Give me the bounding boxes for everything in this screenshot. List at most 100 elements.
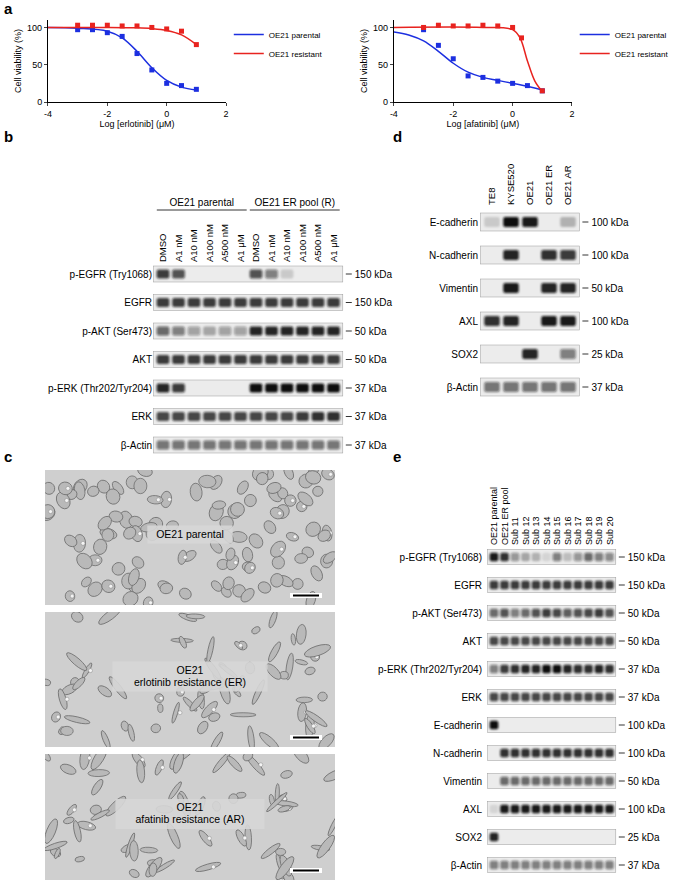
svg-text:A100 nM: A100 nM — [297, 224, 308, 262]
svg-text:EGFR: EGFR — [454, 580, 482, 591]
svg-text:OE21 resistant: OE21 resistant — [269, 50, 323, 59]
svg-text:150 kDa: 150 kDa — [355, 297, 393, 308]
svg-text:100 kDa: 100 kDa — [591, 250, 629, 261]
svg-text:-4: -4 — [390, 109, 398, 119]
svg-text:37 kDa: 37 kDa — [628, 692, 660, 703]
svg-text:A100 nM: A100 nM — [204, 224, 215, 262]
svg-text:β-Actin: β-Actin — [451, 860, 482, 871]
svg-text:Cell viability (%): Cell viability (%) — [359, 29, 369, 93]
svg-text:p-AKT (Ser473): p-AKT (Ser473) — [412, 608, 482, 619]
svg-text:E-cadherin: E-cadherin — [430, 217, 478, 228]
svg-text:OE21: OE21 — [177, 801, 204, 813]
svg-text:37 kDa: 37 kDa — [628, 664, 660, 675]
svg-text:150 kDa: 150 kDa — [628, 580, 666, 591]
svg-text:erlotinib resistance (ER): erlotinib resistance (ER) — [134, 676, 246, 688]
svg-text:A500 nM: A500 nM — [219, 224, 230, 262]
svg-text:Cell viability (%): Cell viability (%) — [13, 29, 23, 93]
svg-text:p-ERK (Thr202/Tyr204): p-ERK (Thr202/Tyr204) — [378, 664, 482, 675]
svg-text:d: d — [393, 128, 402, 145]
svg-text:a: a — [4, 0, 13, 17]
svg-text:37 kDa: 37 kDa — [355, 411, 387, 422]
svg-text:Sub 18: Sub 18 — [584, 516, 594, 545]
svg-text:TE8: TE8 — [486, 188, 497, 205]
svg-text:OE21 parental: OE21 parental — [489, 487, 499, 545]
svg-text:p-EGFR (Try1068): p-EGFR (Try1068) — [400, 552, 482, 563]
svg-text:KYSE520: KYSE520 — [505, 164, 516, 205]
svg-text:A1 nM: A1 nM — [173, 234, 184, 262]
svg-text:p-AKT (Ser473): p-AKT (Ser473) — [82, 326, 152, 337]
svg-text:e: e — [393, 448, 401, 465]
svg-text:25 kDa: 25 kDa — [628, 832, 660, 843]
svg-text:OE21 parental: OE21 parental — [615, 31, 667, 40]
svg-text:β-Actin: β-Actin — [121, 440, 152, 451]
svg-text:OE21: OE21 — [177, 664, 204, 676]
svg-text:-2: -2 — [449, 109, 457, 119]
svg-text:DMSO: DMSO — [157, 234, 168, 263]
svg-text:25 kDa: 25 kDa — [591, 349, 623, 360]
svg-text:EGFR: EGFR — [124, 297, 152, 308]
svg-text:Sub 16: Sub 16 — [563, 516, 573, 545]
svg-text:ERK: ERK — [461, 692, 482, 703]
svg-text:Sub 14: Sub 14 — [542, 516, 552, 545]
svg-text:A10 nM: A10 nM — [281, 229, 292, 262]
svg-text:0: 0 — [383, 97, 388, 107]
svg-text:OE21 AR: OE21 AR — [562, 165, 573, 205]
svg-text:AXL: AXL — [463, 804, 482, 815]
svg-text:OE21 parental: OE21 parental — [170, 197, 235, 208]
svg-text:A500 nM: A500 nM — [312, 224, 323, 262]
svg-text:100: 100 — [27, 23, 42, 33]
svg-text:50 kDa: 50 kDa — [628, 636, 660, 647]
svg-text:A1 μM: A1 μM — [328, 234, 339, 262]
svg-text:N-cadherin: N-cadherin — [433, 748, 482, 759]
svg-text:Sub 13: Sub 13 — [531, 516, 541, 545]
svg-text:37 kDa: 37 kDa — [591, 382, 623, 393]
svg-text:c: c — [4, 448, 12, 465]
svg-text:β-Actin: β-Actin — [447, 382, 478, 393]
svg-text:N-cadherin: N-cadherin — [429, 250, 478, 261]
svg-text:50 kDa: 50 kDa — [591, 283, 623, 294]
svg-text:50 kDa: 50 kDa — [628, 608, 660, 619]
svg-text:150 kDa: 150 kDa — [355, 269, 393, 280]
svg-text:A1 nM: A1 nM — [266, 234, 277, 262]
svg-text:0: 0 — [37, 97, 42, 107]
svg-text:100 kDa: 100 kDa — [591, 316, 629, 327]
svg-text:2: 2 — [569, 109, 574, 119]
svg-text:50 kDa: 50 kDa — [355, 354, 387, 365]
svg-text:37 kDa: 37 kDa — [355, 440, 387, 451]
svg-text:100 kDa: 100 kDa — [628, 748, 666, 759]
svg-text:OE21 ER pool (R): OE21 ER pool (R) — [254, 197, 335, 208]
svg-text:Sub 17: Sub 17 — [573, 516, 583, 545]
svg-text:DMSO: DMSO — [250, 234, 261, 263]
svg-text:OE21 ER pool: OE21 ER pool — [500, 487, 510, 545]
svg-text:Vimentin: Vimentin — [443, 776, 482, 787]
svg-text:0: 0 — [510, 109, 515, 119]
svg-text:p-EGFR (Try1068): p-EGFR (Try1068) — [70, 269, 152, 280]
svg-text:100: 100 — [373, 23, 388, 33]
svg-text:2: 2 — [224, 109, 229, 119]
svg-text:OE21: OE21 — [524, 181, 535, 205]
svg-text:37 kDa: 37 kDa — [628, 860, 660, 871]
svg-text:100 kDa: 100 kDa — [628, 720, 666, 731]
svg-text:b: b — [4, 128, 13, 145]
svg-text:AKT: AKT — [133, 354, 152, 365]
svg-text:Sub 11: Sub 11 — [510, 517, 520, 545]
svg-text:Sub 12: Sub 12 — [521, 516, 531, 545]
svg-text:Sub 19: Sub 19 — [594, 516, 604, 545]
svg-text:150 kDa: 150 kDa — [628, 552, 666, 563]
svg-text:OE21 parental: OE21 parental — [269, 31, 321, 40]
svg-text:100 kDa: 100 kDa — [591, 217, 629, 228]
svg-text:afatinib resistance (AR): afatinib resistance (AR) — [135, 813, 244, 825]
svg-text:OE21 parental: OE21 parental — [156, 528, 224, 540]
svg-text:100 kDa: 100 kDa — [628, 804, 666, 815]
svg-text:0: 0 — [164, 109, 169, 119]
svg-text:SOX2: SOX2 — [451, 349, 478, 360]
svg-text:Log [afatinib] (μM): Log [afatinib] (μM) — [447, 119, 520, 129]
svg-text:p-ERK (Thr202/Tyr204): p-ERK (Thr202/Tyr204) — [48, 383, 152, 394]
svg-text:AKT: AKT — [463, 636, 482, 647]
svg-text:A1 μM: A1 μM — [235, 234, 246, 262]
svg-text:50: 50 — [32, 60, 42, 70]
svg-text:-2: -2 — [103, 109, 111, 119]
svg-text:AXL: AXL — [459, 316, 478, 327]
svg-text:Sub 20: Sub 20 — [605, 516, 615, 545]
svg-text:Sub 15: Sub 15 — [552, 516, 562, 545]
